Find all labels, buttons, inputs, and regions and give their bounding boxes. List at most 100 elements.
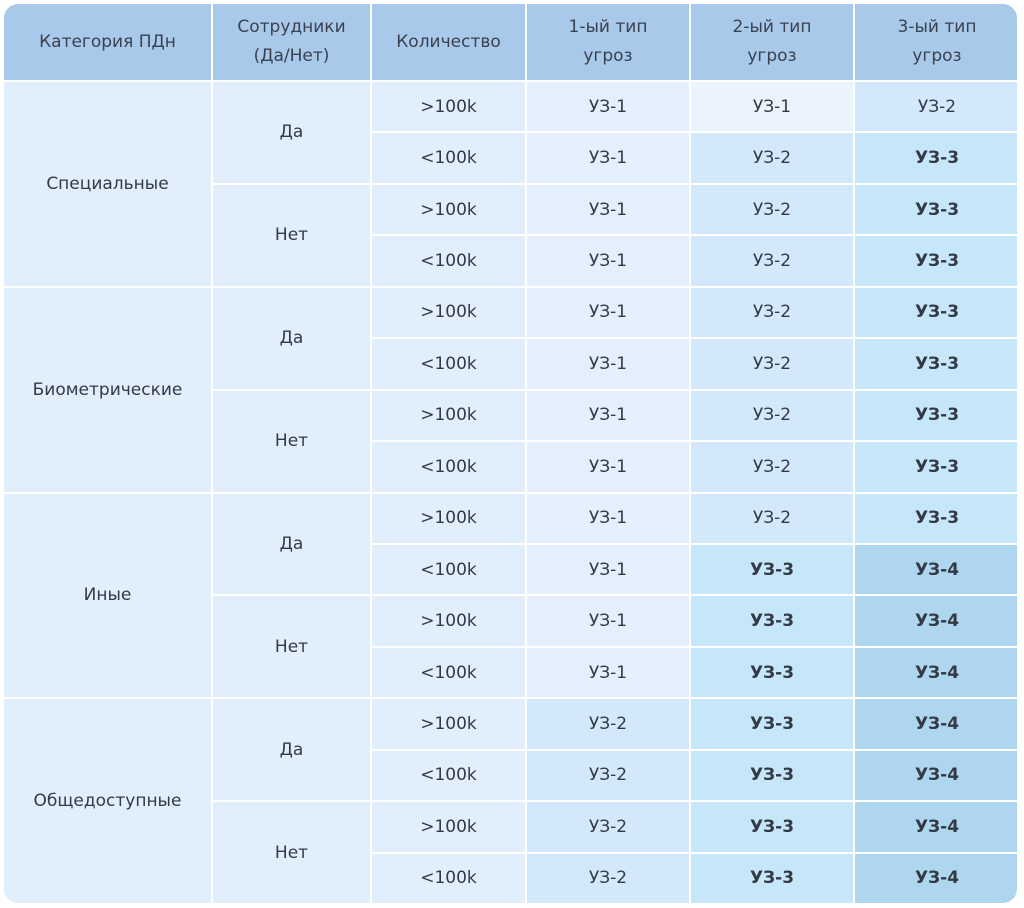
threat-type-1-level-cell: УЗ-1	[527, 339, 689, 389]
threat-type-3-level-cell: УЗ-3	[855, 184, 1017, 235]
employees-cell: Да	[213, 699, 370, 801]
quantity-cell: <100k	[372, 339, 525, 389]
header-threat-type-2: 2-ый тип угроз	[691, 4, 853, 80]
threat-type-3-level-cell: УЗ-3	[855, 287, 1017, 338]
employees-cell: Нет	[213, 184, 370, 286]
threat-type-1-level-cell: УЗ-1	[527, 184, 689, 235]
threat-type-1-level-cell: УЗ-2	[527, 699, 689, 749]
quantity-cell: >100k	[372, 82, 525, 132]
quantity-cell: <100k	[372, 236, 525, 286]
category-cell: Специальные	[4, 82, 211, 286]
table-row: <100k УЗ-1 УЗ-2 УЗ-3	[4, 236, 1017, 286]
threat-type-2-level-cell: УЗ-3	[691, 544, 853, 595]
table-row: <100k УЗ-1 УЗ-2 УЗ-3	[4, 133, 1017, 183]
category-cell: Общедоступные	[4, 699, 211, 903]
table-row: <100k УЗ-1 УЗ-2 УЗ-3	[4, 339, 1017, 389]
threat-type-2-level-cell: УЗ-2	[691, 493, 853, 543]
threat-type-3-level-cell: УЗ-4	[855, 596, 1017, 646]
threat-type-3-level-cell: УЗ-4	[855, 699, 1017, 749]
quantity-cell: >100k	[372, 390, 525, 441]
threat-type-1-level-cell: УЗ-1	[527, 82, 689, 132]
threat-type-2-level-cell: УЗ-2	[691, 133, 853, 183]
header-row: Категория ПДн Сотрудники (Да/Нет) Количес…	[4, 4, 1017, 80]
quantity-cell: <100k	[372, 544, 525, 595]
quantity-cell: <100k	[372, 853, 525, 903]
table-row: Специальные Да >100k УЗ-1 УЗ-1 УЗ-2	[4, 82, 1017, 286]
threat-type-1-level-cell: УЗ-1	[527, 236, 689, 286]
quantity-cell: >100k	[372, 802, 525, 852]
header-threat-type-3: 3-ый тип угроз	[855, 4, 1017, 80]
table-row: Иные Да >100k УЗ-1 УЗ-2 УЗ-3	[4, 493, 1017, 698]
table-row: <100k УЗ-2 УЗ-3 УЗ-4	[4, 750, 1017, 801]
table-row: <100k УЗ-2 УЗ-3 УЗ-4	[4, 853, 1017, 903]
threat-type-3-level-cell: УЗ-3	[855, 442, 1017, 492]
quantity-cell: >100k	[372, 287, 525, 338]
threat-type-3-level-cell: УЗ-3	[855, 390, 1017, 441]
table-row: Нет >100k УЗ-1 УЗ-3 УЗ-4	[4, 596, 1017, 698]
protection-level-table: Категория ПДн Сотрудники (Да/Нет) Количес…	[4, 4, 1017, 903]
threat-type-1-level-cell: УЗ-2	[527, 853, 689, 903]
threat-type-3-level-cell: УЗ-4	[855, 853, 1017, 903]
threat-type-2-level-cell: УЗ-3	[691, 750, 853, 801]
category-cell: Биометрические	[4, 287, 211, 492]
threat-type-2-level-cell: УЗ-3	[691, 596, 853, 646]
threat-type-2-level-cell: УЗ-3	[691, 802, 853, 852]
threat-type-2-level-cell: УЗ-1	[691, 82, 853, 132]
table-row: Нет >100k УЗ-1 УЗ-2 УЗ-3	[4, 184, 1017, 286]
employees-cell: Да	[213, 493, 370, 595]
header-quantity: Количество	[372, 4, 525, 80]
table-body: Специальные Да >100k УЗ-1 УЗ-1 УЗ-2 <100k УЗ-1 У…	[4, 82, 1017, 903]
threat-type-1-level-cell: УЗ-1	[527, 596, 689, 646]
quantity-cell: <100k	[372, 647, 525, 698]
table-row: Нет >100k УЗ-1 УЗ-2 УЗ-3	[4, 390, 1017, 492]
employees-cell: Нет	[213, 802, 370, 903]
employees-cell: Да	[213, 287, 370, 389]
threat-type-2-level-cell: УЗ-2	[691, 442, 853, 492]
quantity-cell: <100k	[372, 133, 525, 183]
quantity-cell: <100k	[372, 750, 525, 801]
threat-type-2-level-cell: УЗ-2	[691, 339, 853, 389]
threat-type-1-level-cell: УЗ-1	[527, 287, 689, 338]
threat-type-3-level-cell: УЗ-3	[855, 236, 1017, 286]
threat-type-1-level-cell: УЗ-1	[527, 493, 689, 543]
threat-type-2-level-cell: УЗ-2	[691, 390, 853, 441]
threat-type-2-level-cell: УЗ-2	[691, 184, 853, 235]
threat-type-3-level-cell: УЗ-2	[855, 82, 1017, 132]
threat-type-2-level-cell: УЗ-3	[691, 853, 853, 903]
category-cell: Иные	[4, 493, 211, 698]
quantity-cell: >100k	[372, 596, 525, 646]
header-category: Категория ПДн	[4, 4, 211, 80]
threat-type-2-level-cell: УЗ-2	[691, 236, 853, 286]
quantity-cell: >100k	[372, 184, 525, 235]
table-row: Биометрические Да >100k УЗ-1 УЗ-2 УЗ-3	[4, 287, 1017, 492]
employees-cell: Нет	[213, 390, 370, 492]
threat-type-3-level-cell: УЗ-4	[855, 647, 1017, 698]
threat-type-3-level-cell: УЗ-3	[855, 133, 1017, 183]
threat-type-3-level-cell: УЗ-4	[855, 544, 1017, 595]
header-threat-type-1: 1-ый тип угроз	[527, 4, 689, 80]
threat-type-1-level-cell: УЗ-1	[527, 442, 689, 492]
protection-level-table-container: Категория ПДн Сотрудники (Да/Нет) Количес…	[4, 4, 1017, 903]
table-row: <100k УЗ-1 УЗ-3 УЗ-4	[4, 647, 1017, 698]
threat-type-3-level-cell: УЗ-3	[855, 493, 1017, 543]
quantity-cell: >100k	[372, 699, 525, 749]
table-row: <100k УЗ-1 УЗ-2 УЗ-3	[4, 442, 1017, 492]
threat-type-1-level-cell: УЗ-1	[527, 647, 689, 698]
threat-type-2-level-cell: УЗ-2	[691, 287, 853, 338]
employees-cell: Нет	[213, 596, 370, 698]
threat-type-3-level-cell: УЗ-3	[855, 339, 1017, 389]
threat-type-1-level-cell: УЗ-2	[527, 750, 689, 801]
table-row: Общедоступные Да >100k УЗ-2 УЗ-3 УЗ-4	[4, 699, 1017, 903]
threat-type-1-level-cell: УЗ-1	[527, 390, 689, 441]
header-employees: Сотрудники (Да/Нет)	[213, 4, 370, 80]
table-row: Нет >100k УЗ-2 УЗ-3 УЗ-4	[4, 802, 1017, 903]
quantity-cell: >100k	[372, 493, 525, 543]
threat-type-1-level-cell: УЗ-2	[527, 802, 689, 852]
threat-type-2-level-cell: УЗ-3	[691, 699, 853, 749]
threat-type-3-level-cell: УЗ-4	[855, 750, 1017, 801]
threat-type-1-level-cell: УЗ-1	[527, 133, 689, 183]
threat-type-1-level-cell: УЗ-1	[527, 544, 689, 595]
table-row: <100k УЗ-1 УЗ-3 УЗ-4	[4, 544, 1017, 595]
quantity-cell: <100k	[372, 442, 525, 492]
threat-type-3-level-cell: УЗ-4	[855, 802, 1017, 852]
